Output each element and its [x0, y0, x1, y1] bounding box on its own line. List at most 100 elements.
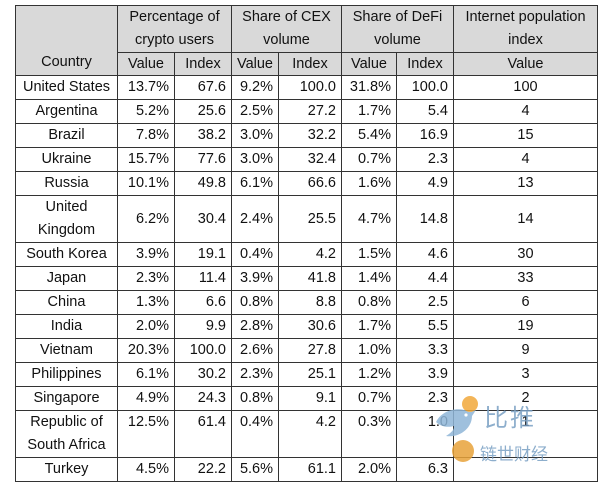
internet-index-cell: 9: [453, 338, 598, 363]
cex-value-cell: 2.6%: [231, 338, 279, 363]
defi-index-cell: 16.9: [396, 123, 454, 148]
users-index-cell: 9.9: [174, 314, 232, 339]
defi-index-cell: 5.5: [396, 314, 454, 339]
users-value-cell: 6.1%: [117, 362, 175, 387]
defi-index-cell: 4.9: [396, 171, 454, 196]
defi-volume-header: Share of DeFi volume: [341, 5, 454, 53]
defi-value-cell: 1.7%: [341, 314, 397, 339]
country-cell: China: [15, 290, 118, 315]
table-row: Brazil 7.8% 38.2 3.0% 32.2 5.4% 16.9 15: [15, 123, 598, 148]
cex-index-cell: 61.1: [278, 457, 342, 482]
defi-value-cell: 5.4%: [341, 123, 397, 148]
defi-value-cell: 1.4%: [341, 266, 397, 291]
country-cell: India: [15, 314, 118, 339]
defi-index-cell: 2.3: [396, 147, 454, 172]
country-cell: United States: [15, 75, 118, 100]
cex-value-cell: 2.5%: [231, 99, 279, 124]
cex-value-cell: 2.8%: [231, 314, 279, 339]
cex-value-subheader: Value: [231, 52, 279, 76]
cex-index-cell: 9.1: [278, 386, 342, 411]
table-row: Ukraine 15.7% 77.6 3.0% 32.4 0.7% 2.3 4: [15, 147, 598, 172]
cex-index-cell: 32.4: [278, 147, 342, 172]
cex-index-cell: 27.2: [278, 99, 342, 124]
cex-index-subheader: Index: [278, 52, 342, 76]
defi-value-cell: 1.0%: [341, 338, 397, 363]
internet-population-header: Internet population index: [453, 5, 598, 53]
users-index-cell: 49.8: [174, 171, 232, 196]
internet-value-subheader: Value: [453, 52, 598, 76]
cex-volume-header: Share of CEX volume: [231, 5, 342, 53]
cex-value-cell: 3.0%: [231, 147, 279, 172]
crypto-users-header: Percentage of crypto users: [117, 5, 232, 53]
internet-index-cell: 30: [453, 242, 598, 267]
defi-index-cell: 4.6: [396, 242, 454, 267]
cex-index-cell: 8.8: [278, 290, 342, 315]
defi-index-cell: 5.4: [396, 99, 454, 124]
users-value-subheader: Value: [117, 52, 175, 76]
internet-index-cell: 14: [453, 195, 598, 243]
crypto-adoption-table: Country Percentage of crypto users Share…: [15, 5, 598, 482]
country-cell: South Korea: [15, 242, 118, 267]
country-cell: United Kingdom: [15, 195, 118, 243]
cex-value-cell: 2.4%: [231, 195, 279, 243]
table-row: Japan 2.3% 11.4 3.9% 41.8 1.4% 4.4 33: [15, 266, 598, 291]
defi-index-subheader: Index: [396, 52, 454, 76]
watermark-subtitle: 链世财经: [480, 445, 548, 465]
users-value-cell: 5.2%: [117, 99, 175, 124]
cex-value-cell: 0.8%: [231, 290, 279, 315]
users-value-cell: 3.9%: [117, 242, 175, 267]
watermark: 比推 链世财经: [432, 396, 582, 466]
cex-value-cell: 0.4%: [231, 410, 279, 458]
users-index-cell: 6.6: [174, 290, 232, 315]
cex-index-cell: 25.1: [278, 362, 342, 387]
users-value-cell: 4.5%: [117, 457, 175, 482]
users-value-cell: 1.3%: [117, 290, 175, 315]
users-value-cell: 4.9%: [117, 386, 175, 411]
table-row: United States 13.7% 67.6 9.2% 100.0 31.8% 100.…: [15, 75, 598, 100]
country-cell: Brazil: [15, 123, 118, 148]
users-index-cell: 30.4: [174, 195, 232, 243]
table-row: Vietnam 20.3% 100.0 2.6% 27.8 1.0% 3.3 9: [15, 338, 598, 363]
defi-index-cell: 4.4: [396, 266, 454, 291]
internet-index-cell: 33: [453, 266, 598, 291]
cex-value-cell: 2.3%: [231, 362, 279, 387]
cex-value-cell: 0.4%: [231, 242, 279, 267]
country-cell: Republic of South Africa: [15, 410, 118, 458]
defi-value-cell: 2.0%: [341, 457, 397, 482]
internet-index-cell: 19: [453, 314, 598, 339]
cex-index-cell: 100.0: [278, 75, 342, 100]
defi-index-cell: 2.3: [396, 386, 454, 411]
cex-value-cell: 3.9%: [231, 266, 279, 291]
users-value-cell: 12.5%: [117, 410, 175, 458]
bird-logo-icon: [436, 409, 476, 437]
table-row: Philippines 6.1% 30.2 2.3% 25.1 1.2% 3.9 3: [15, 362, 598, 387]
defi-value-cell: 1.5%: [341, 242, 397, 267]
cex-index-cell: 4.2: [278, 242, 342, 267]
table-row: India 2.0% 9.9 2.8% 30.6 1.7% 5.5 19: [15, 314, 598, 339]
table-row: United Kingdom 6.2% 30.4 2.4% 25.5 4.7% 14.8 14: [15, 195, 598, 243]
users-index-cell: 38.2: [174, 123, 232, 148]
defi-index-cell: 2.5: [396, 290, 454, 315]
country-cell: Turkey: [15, 457, 118, 482]
defi-value-cell: 31.8%: [341, 75, 397, 100]
users-index-cell: 22.2: [174, 457, 232, 482]
table-row: Russia 10.1% 49.8 6.1% 66.6 1.6% 4.9 13: [15, 171, 598, 196]
cex-index-cell: 27.8: [278, 338, 342, 363]
users-value-cell: 20.3%: [117, 338, 175, 363]
users-index-cell: 11.4: [174, 266, 232, 291]
users-index-cell: 67.6: [174, 75, 232, 100]
defi-value-cell: 0.7%: [341, 147, 397, 172]
country-cell: Singapore: [15, 386, 118, 411]
defi-index-cell: 100.0: [396, 75, 454, 100]
users-value-cell: 13.7%: [117, 75, 175, 100]
table-row: China 1.3% 6.6 0.8% 8.8 0.8% 2.5 6: [15, 290, 598, 315]
cex-index-cell: 41.8: [278, 266, 342, 291]
cex-value-cell: 9.2%: [231, 75, 279, 100]
cex-value-cell: 3.0%: [231, 123, 279, 148]
users-value-cell: 6.2%: [117, 195, 175, 243]
users-index-cell: 24.3: [174, 386, 232, 411]
internet-index-cell: 4: [453, 147, 598, 172]
cex-value-cell: 5.6%: [231, 457, 279, 482]
defi-index-cell: 14.8: [396, 195, 454, 243]
internet-index-cell: 15: [453, 123, 598, 148]
